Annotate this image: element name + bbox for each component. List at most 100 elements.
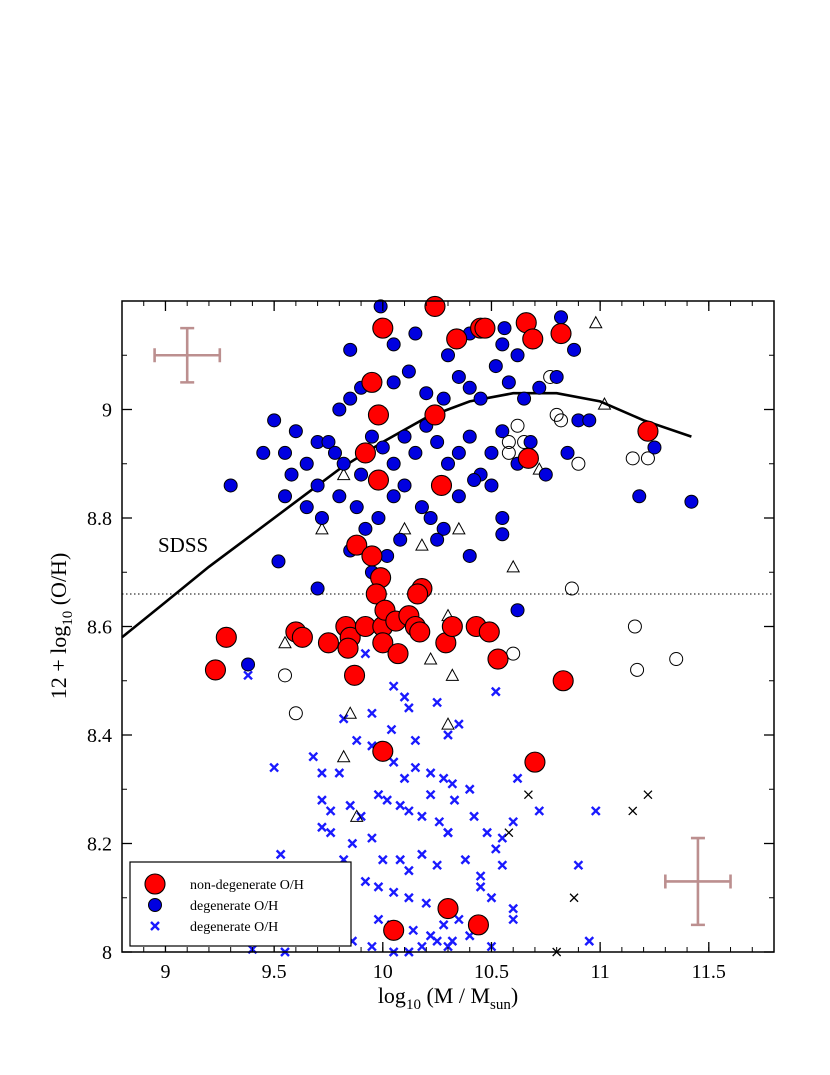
blue-circle-point-65 [371, 511, 386, 525]
blue-circle-point-29 [532, 380, 547, 395]
red-circle-point-12 [354, 442, 376, 464]
blue-cross-point-76 [408, 925, 419, 936]
blue-circle-point-20 [401, 364, 416, 379]
axes-layer: 9 9.5 10 10.5 11 11.5 8 8.2 8.4 8.6 8.8 9 [87, 300, 775, 983]
y-tick-label-2: 8.4 [87, 725, 112, 747]
blue-circle-point-10 [567, 342, 582, 357]
blue-cross-point-32 [373, 789, 384, 800]
blue-circle-point-11 [267, 413, 282, 428]
blue-circle-point-38 [327, 445, 342, 460]
black-cross-point-2 [643, 790, 653, 800]
blue-circle-point-63 [349, 500, 364, 515]
red-circle-point-46 [372, 740, 394, 762]
blue-cross-point-26 [464, 784, 475, 795]
blue-cross-point-34 [395, 800, 406, 811]
blue-cross-point-44 [534, 806, 545, 816]
open-triangle-point-16 [349, 809, 364, 822]
blue-cross-point-49 [367, 833, 377, 843]
x-axis-label: log10 (M / Msun) [378, 983, 518, 1013]
blue-circle-point-62 [332, 489, 347, 504]
blue-circle-point-87 [241, 657, 256, 672]
blue-cross-point-0 [243, 670, 253, 681]
red-circle-point-13 [367, 469, 390, 491]
blue-circle-point-4 [343, 342, 358, 357]
sdss-curve [121, 391, 692, 639]
blue-circle-point-43 [386, 456, 401, 471]
blue-cross-point-30 [345, 800, 356, 811]
blue-cross-point-66 [388, 887, 399, 898]
red-circle-point-21 [407, 583, 429, 605]
red-circle-point-1 [372, 317, 394, 339]
blue-cross-point-8 [386, 724, 397, 735]
blue-circle-point-8 [495, 337, 510, 352]
blue-circle-point-0 [373, 299, 388, 314]
blue-circle-point-69 [423, 511, 438, 525]
red-circle-point-22 [215, 626, 237, 648]
red-circle-point-19 [365, 583, 387, 605]
blue-cross-point-74 [373, 914, 384, 925]
blue-cross-point-15 [317, 768, 327, 778]
blue-cross-point-14 [308, 751, 319, 762]
blue-circle-point-16 [332, 402, 347, 417]
open-triangle-point-9 [278, 635, 292, 649]
red-circle-point-10 [367, 404, 390, 426]
open-circle-point-12 [630, 662, 645, 677]
legend-marker-1 [148, 898, 162, 912]
blue-circle-point-68 [414, 500, 429, 515]
y-tick-label-0: 8 [102, 942, 112, 964]
blue-circle-point-13 [288, 424, 303, 439]
blue-circle-point-83 [430, 532, 445, 547]
blue-circle-point-72 [467, 473, 482, 488]
blue-cross-point-62 [275, 849, 286, 860]
blue-circle-point-44 [397, 429, 412, 444]
y-tick-label-4: 8.8 [87, 508, 112, 530]
blue-circle-point-50 [462, 429, 477, 444]
open-triangle-point-6 [315, 521, 329, 535]
black-cross-point-4 [569, 893, 579, 903]
blue-cross-point-3 [399, 692, 410, 702]
blue-cross-point-64 [360, 876, 371, 887]
blue-circle-point-21 [419, 386, 434, 401]
blue-cross-point-78 [438, 920, 449, 930]
open-circle-point-11 [627, 619, 642, 634]
blue-circle-point-19 [386, 375, 401, 390]
blue-circle-point-73 [484, 478, 499, 493]
legend-marker-0 [144, 873, 166, 895]
blue-cross-point-45 [508, 816, 519, 827]
blue-circle-point-58 [223, 478, 238, 493]
red-circle-point-6 [522, 328, 544, 350]
blue-circle-point-64 [358, 521, 373, 536]
blue-circle-point-48 [441, 456, 455, 471]
blue-circle-point-60 [299, 500, 314, 515]
blue-circle-point-30 [549, 369, 564, 384]
open-triangle-point-3 [336, 467, 351, 481]
blue-circle-point-35 [284, 467, 299, 482]
open-circle-point-7 [571, 456, 586, 471]
red-circle-point-49 [383, 919, 405, 941]
blue-cross-point-36 [417, 811, 427, 822]
red-circle-point-43 [343, 664, 366, 686]
blue-cross-point-60 [573, 860, 584, 871]
blue-circle-point-76 [684, 494, 699, 509]
red-circle-point-0 [424, 295, 446, 317]
sdss-annotation: SDSS [158, 533, 208, 557]
blue-cross-point-83 [367, 941, 377, 952]
legend-markers [144, 873, 166, 931]
blue-circle-point-39 [336, 456, 351, 471]
blue-cross-point-67 [404, 892, 414, 903]
blue-circle-point-17 [343, 391, 358, 406]
blue-cross-point-89 [584, 936, 595, 946]
legend-box [129, 861, 352, 947]
blue-circle-point-27 [501, 375, 516, 390]
legend-label-degenerate-cross: degenerate O/H [190, 920, 278, 935]
blue-cross-point-47 [325, 827, 336, 838]
red-circle-point-15 [517, 447, 539, 469]
blue-cross-point-73 [508, 903, 519, 914]
x-tick-label-3: 10.5 [474, 961, 509, 983]
red-circle-point-14 [430, 474, 453, 497]
x-tick-label-1: 9.5 [262, 961, 287, 983]
open-triangle-point-5 [506, 559, 521, 573]
open-triangle-point-14 [441, 717, 455, 730]
blue-cross-point-59 [497, 860, 508, 871]
blue-circle-point-82 [393, 532, 408, 547]
